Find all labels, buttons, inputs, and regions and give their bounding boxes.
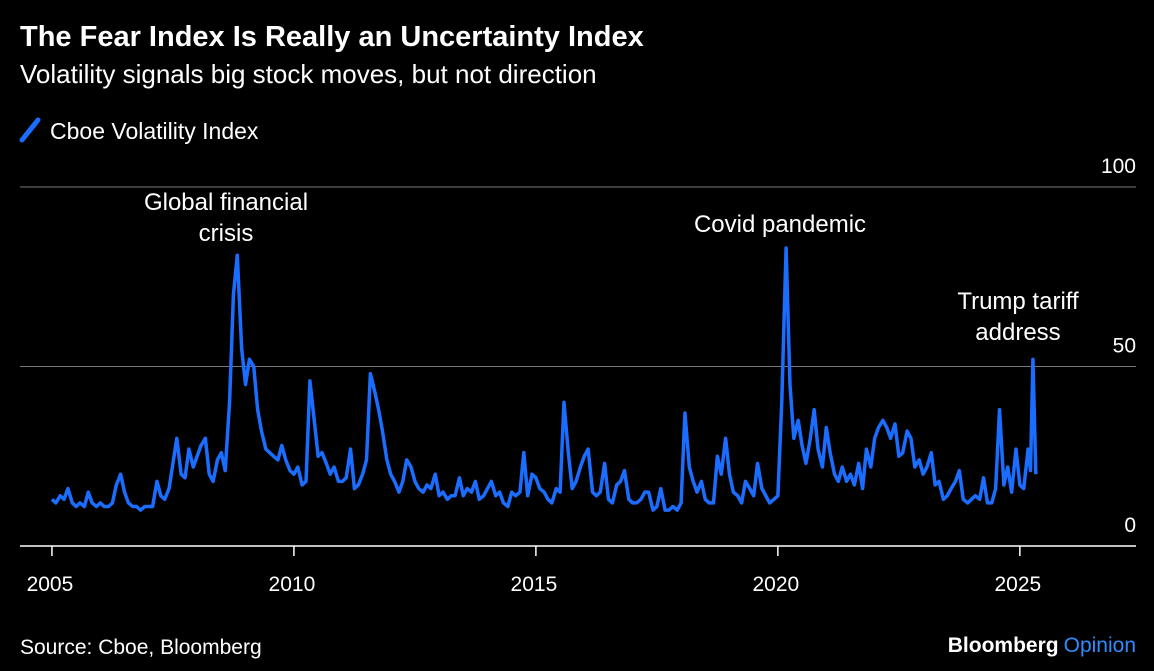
annotation: Covid pandemic — [694, 211, 866, 238]
legend-label: Cboe Volatility Index — [50, 118, 259, 144]
brand-name: Bloomberg — [948, 634, 1059, 657]
annotation: Trump tariff — [957, 288, 1079, 315]
y-tick-label: 50 — [1113, 335, 1136, 358]
y-tick-label: 100 — [1101, 155, 1136, 178]
annotation: address — [975, 319, 1060, 346]
chart-subtitle: Volatility signals big stock moves, but … — [20, 59, 597, 89]
source: Source: Cboe, Bloomberg — [20, 636, 262, 659]
annotation: crisis — [199, 220, 254, 247]
series-line — [50, 246, 1038, 512]
x-tick-label: 2005 — [27, 573, 74, 596]
x-tick-label: 2010 — [269, 573, 316, 596]
y-tick-label: 0 — [1124, 514, 1136, 537]
brand-product: Opinion — [1064, 634, 1136, 657]
x-tick-label: 2015 — [511, 573, 558, 596]
brand-logo: Bloomberg Opinion — [948, 634, 1136, 657]
x-tick-label: 2020 — [753, 573, 800, 596]
chart-title: The Fear Index Is Really an Uncertainty … — [20, 21, 644, 53]
legend-swatch — [19, 117, 41, 143]
x-tick-label: 2025 — [994, 573, 1041, 596]
annotation: Global financial — [144, 189, 308, 216]
